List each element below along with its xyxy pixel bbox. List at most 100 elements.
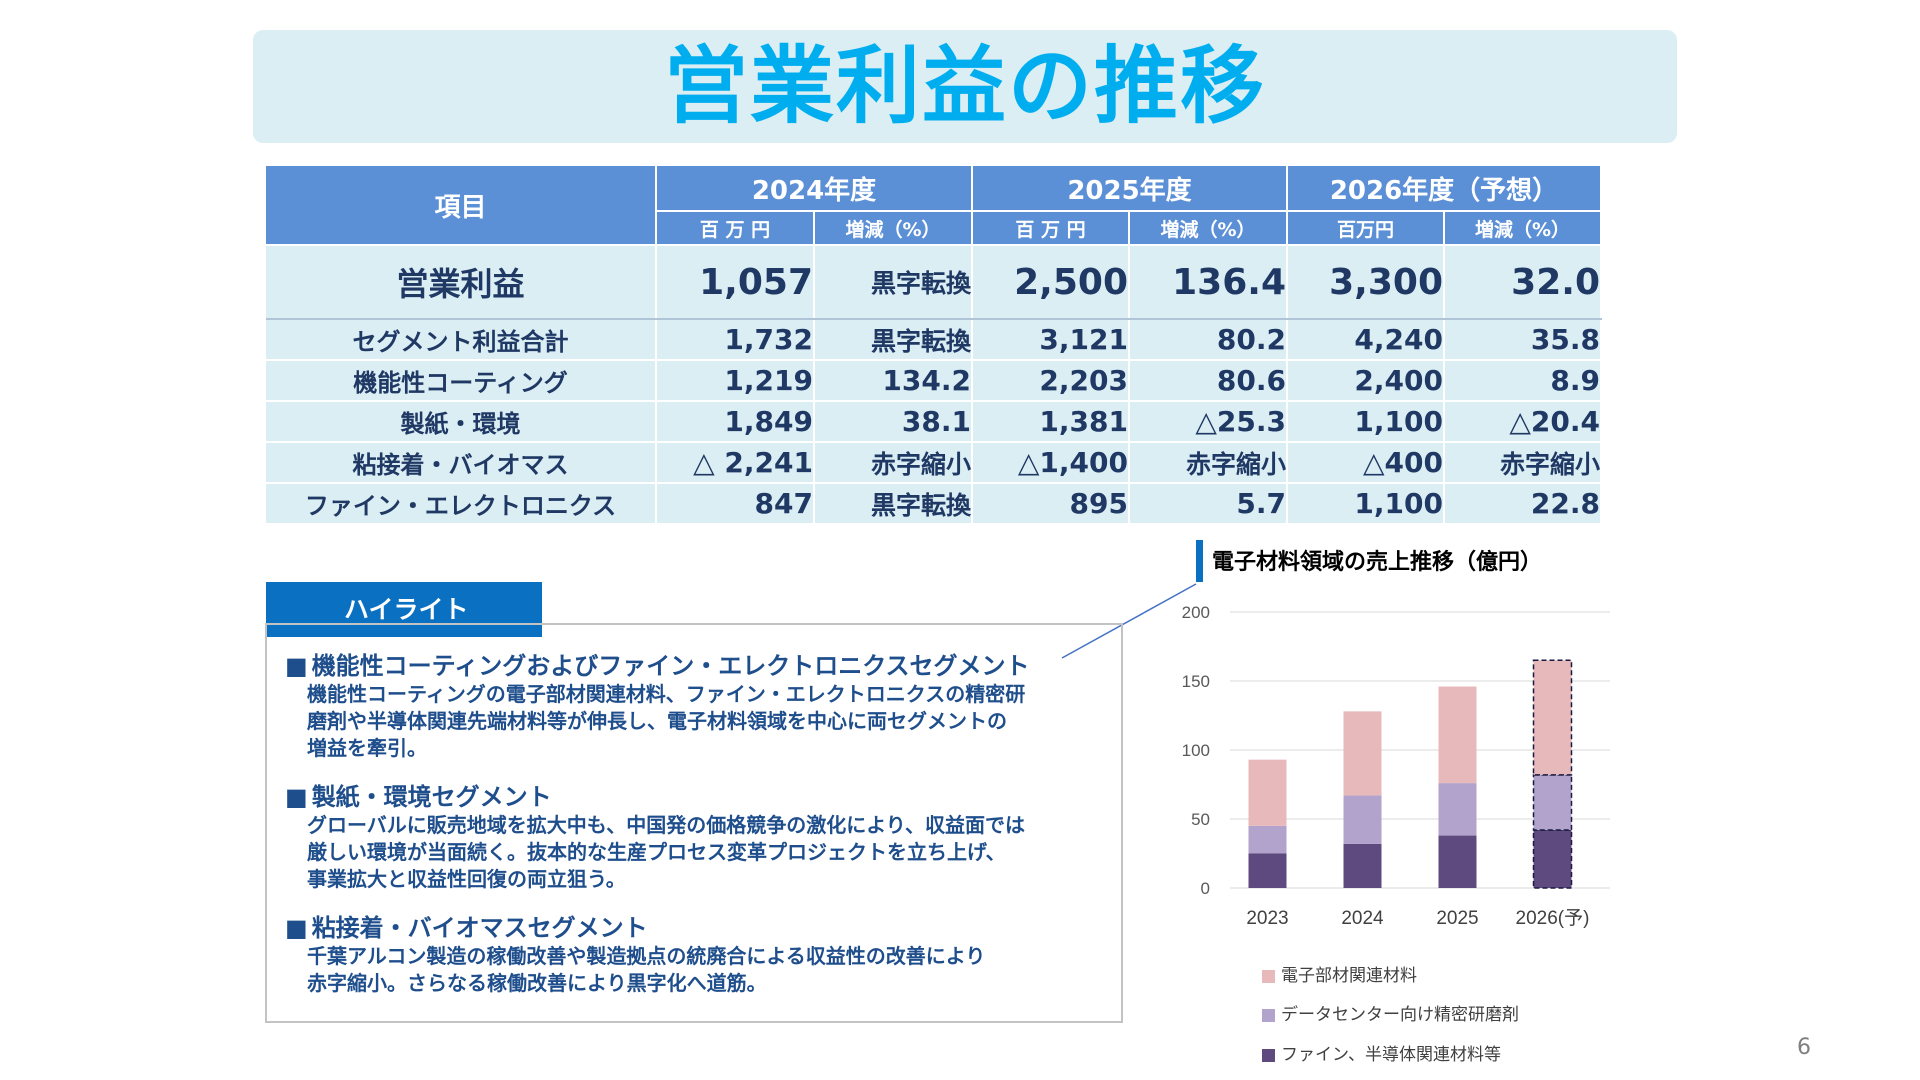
bar-segment xyxy=(1438,686,1477,784)
row-label: 製紙・環境 xyxy=(266,401,657,443)
x-tick-label: 2023 xyxy=(1246,908,1288,929)
highlight-item: ■ 粘接着・バイオマスセグメント 千葉アルコン製造の稼働改善や製造拠点の統廃合によ… xyxy=(285,913,1105,997)
operating-profit-table: 項目 2024年度 2025年度 2026年度（予想） 百 万 円 増減（%） … xyxy=(266,166,1602,525)
x-tick-label: 2025 xyxy=(1436,908,1478,929)
cell-value: 1,381 xyxy=(972,401,1130,443)
legend-label: 電子部材関連材料 xyxy=(1281,966,1417,986)
row-label: 営業利益 xyxy=(266,245,657,320)
cell-change: 136.4 xyxy=(1129,245,1288,320)
cell-change: 赤字縮小 xyxy=(814,442,973,484)
chart-title-accent xyxy=(1196,540,1203,582)
table-row: セグメント利益合計 1,732 黒字転換 3,121 80.2 4,240 35… xyxy=(266,319,1602,361)
cell-value: 2,203 xyxy=(972,360,1130,402)
cell-value: △1,400 xyxy=(972,442,1130,484)
legend-swatch xyxy=(1262,1008,1275,1022)
cell-value: 3,300 xyxy=(1287,245,1445,320)
cell-value: 1,849 xyxy=(656,401,815,443)
table-header-item: 項目 xyxy=(266,166,657,246)
cell-change: 32.0 xyxy=(1444,245,1602,320)
cell-change: 黒字転換 xyxy=(814,245,973,320)
highlight-text: 千葉アルコン製造の稼働改善や製造拠点の統廃合による収益性の改善により xyxy=(307,944,986,968)
highlight-heading: 機能性コーティングおよびファイン・エレクトロニクスセグメント xyxy=(311,652,1030,680)
cell-change: △20.4 xyxy=(1444,401,1602,443)
table-subheader: 増減（%） xyxy=(1444,211,1602,246)
highlight-item: ■ 機能性コーティングおよびファイン・エレクトロニクスセグメント 機能性コーティン… xyxy=(285,651,1105,762)
highlight-text: グローバルに販売地域を拡大中も、中国発の価格競争の激化により、収益面では xyxy=(307,813,1025,837)
table-header-year: 2026年度（予想） xyxy=(1287,166,1602,212)
table-header-year: 2024年度 xyxy=(656,166,973,212)
cell-value: 1,100 xyxy=(1287,483,1445,525)
legend-label: データセンター向け精密研磨剤 xyxy=(1281,1005,1519,1025)
y-tick-label: 50 xyxy=(1191,810,1210,829)
bar-segment xyxy=(1438,835,1477,888)
highlight-box: ■ 機能性コーティングおよびファイン・エレクトロニクスセグメント 機能性コーティン… xyxy=(265,623,1123,1023)
y-tick-label: 100 xyxy=(1182,741,1210,760)
bar-segment xyxy=(1532,774,1573,831)
y-tick-label: 150 xyxy=(1182,672,1210,691)
cell-change: 赤字縮小 xyxy=(1129,442,1288,484)
bullet-square-icon: ■ xyxy=(285,783,308,811)
cell-value: △ 2,241 xyxy=(656,442,815,484)
table-subheader: 増減（%） xyxy=(814,211,973,246)
bar-segment xyxy=(1438,783,1477,836)
table-header-year: 2025年度 xyxy=(972,166,1288,212)
table-row: 粘接着・バイオマス △ 2,241 赤字縮小 △1,400 赤字縮小 △400 … xyxy=(266,442,1602,484)
highlight-text: 機能性コーティングの電子部材関連材料、ファイン・エレクトロニクスの精密研 xyxy=(307,682,1026,706)
cell-value: 1,100 xyxy=(1287,401,1445,443)
cell-change: 80.6 xyxy=(1129,360,1288,402)
cell-change: 8.9 xyxy=(1444,360,1602,402)
highlight-heading: 製紙・環境セグメント xyxy=(311,783,552,811)
cell-value: 847 xyxy=(656,483,815,525)
cell-change: 5.7 xyxy=(1129,483,1288,525)
title-bar: 営業利益の推移 xyxy=(253,30,1677,143)
bar-segment xyxy=(1532,829,1573,889)
row-label: セグメント利益合計 xyxy=(266,319,657,361)
bar-segment xyxy=(1343,711,1382,796)
legend-item: 電子部材関連材料 xyxy=(1262,961,1417,986)
table-subheader: 百万円 xyxy=(1287,211,1445,246)
cell-value: 2,400 xyxy=(1287,360,1445,402)
page-title: 営業利益の推移 xyxy=(663,37,1266,135)
table-subheader: 百 万 円 xyxy=(972,211,1130,246)
cell-change: 134.2 xyxy=(814,360,973,402)
table-subheader: 増減（%） xyxy=(1129,211,1288,246)
highlight-text: 磨剤や半導体関連先端材料等が伸長し、電子材料領域を中心に両セグメントの xyxy=(307,709,1007,733)
legend-swatch xyxy=(1262,969,1275,983)
y-tick-label: 200 xyxy=(1182,603,1210,622)
cell-value: 895 xyxy=(972,483,1130,525)
highlight-text: 厳しい環境が当面続く。抜本的な生産プロセス変革プロジェクトを立ち上げ、 xyxy=(307,840,1006,864)
x-tick-label: 2024 xyxy=(1341,908,1384,929)
cell-change: 38.1 xyxy=(814,401,973,443)
row-label: 機能性コーティング xyxy=(266,360,657,402)
bar-segment xyxy=(1248,759,1287,826)
table-row: ファイン・エレクトロニクス 847 黒字転換 895 5.7 1,100 22.… xyxy=(266,483,1602,525)
cell-change: 35.8 xyxy=(1444,319,1602,361)
row-label: ファイン・エレクトロニクス xyxy=(266,483,657,525)
chart-title: 電子材料領域の売上推移（億円） xyxy=(1212,550,1543,575)
table-row: 機能性コーティング 1,219 134.2 2,203 80.6 2,400 8… xyxy=(266,360,1602,402)
cell-value: △400 xyxy=(1287,442,1445,484)
bullet-square-icon: ■ xyxy=(285,914,308,942)
highlight-text: 事業拡大と収益性回復の両立狙う。 xyxy=(307,867,626,891)
row-label: 粘接着・バイオマス xyxy=(266,442,657,484)
cell-value: 3,121 xyxy=(972,319,1130,361)
highlight-tab: ハイライト xyxy=(266,582,542,637)
highlight-text: 増益を牽引。 xyxy=(307,736,427,760)
y-tick-label: 0 xyxy=(1201,879,1210,898)
bar-segment xyxy=(1343,795,1382,844)
x-tick-label: 2026(予) xyxy=(1516,908,1590,929)
cell-change: △25.3 xyxy=(1129,401,1288,443)
highlight-text: 赤字縮小。さらなる稼働改善により黒字化へ道筋。 xyxy=(307,971,767,995)
cell-change: 80.2 xyxy=(1129,319,1288,361)
legend-item: ファイン、半導体関連材料等 xyxy=(1262,1040,1501,1065)
table-subheader: 百 万 円 xyxy=(656,211,815,246)
stacked-bar-chart: 0 50 100 150 200 2023 2024 2025 2026(予) xyxy=(1182,603,1610,929)
bullet-square-icon: ■ xyxy=(285,652,308,680)
cell-value: 1,057 xyxy=(656,245,815,320)
highlight-heading: 粘接着・バイオマスセグメント xyxy=(311,914,648,942)
bar-segment xyxy=(1532,659,1573,776)
page-number: 6 xyxy=(1797,1035,1811,1060)
legend-swatch xyxy=(1262,1048,1275,1062)
cell-value: 4,240 xyxy=(1287,319,1445,361)
